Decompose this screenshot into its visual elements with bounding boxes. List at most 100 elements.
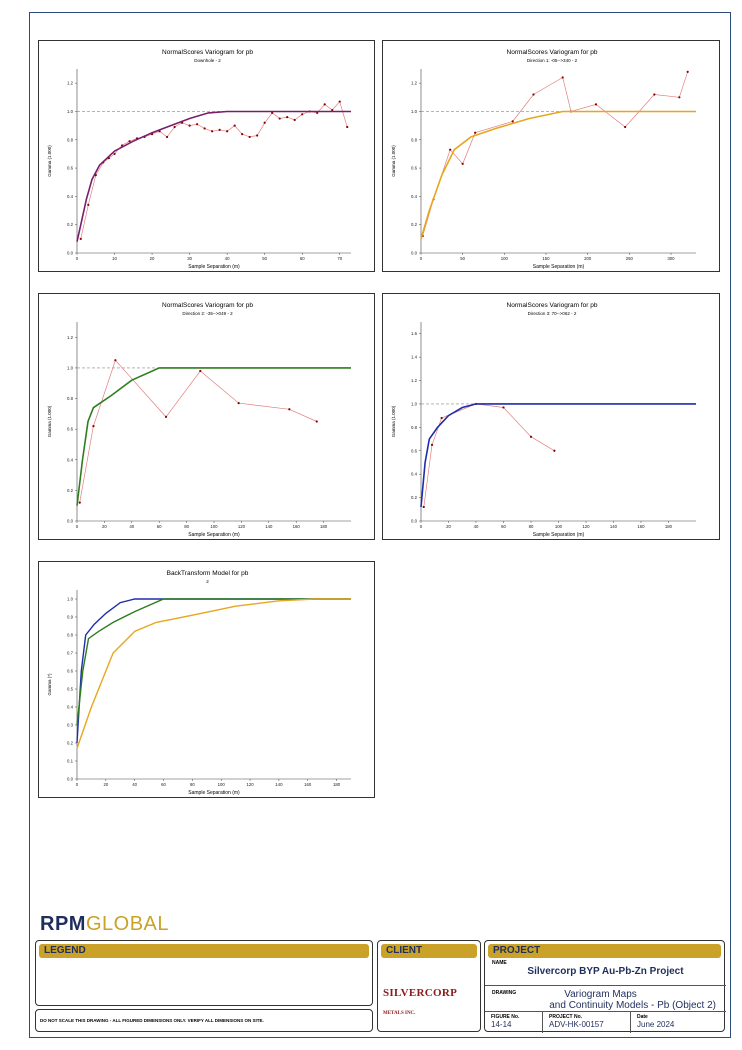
experimental-point — [173, 125, 176, 129]
y-tick-label: 0.8 — [411, 425, 418, 430]
legend-title: LEGEND — [39, 944, 369, 958]
drawing-line-2: and Continuity Models - Pb (Object 2) — [549, 1000, 716, 1011]
drawing-frame — [29, 12, 731, 1038]
silvercorp-logo: SILVERCORP METALS INC. — [383, 983, 480, 1019]
y-tick-label: 0.1 — [67, 759, 74, 764]
project-title: PROJECT — [488, 944, 721, 958]
y-tick-label: 0.0 — [411, 251, 418, 256]
y-tick-label: 1.4 — [411, 355, 418, 360]
experimental-point — [263, 121, 266, 124]
experimental-point — [440, 416, 443, 420]
y-tick-label: 0.7 — [67, 651, 74, 656]
disclaimer-box: DO NOT SCALE THIS DRAWING - ALL FIGURED … — [35, 1009, 373, 1032]
x-tick-label: 0 — [76, 782, 79, 787]
y-tick-label: 0.0 — [411, 519, 418, 524]
figure-label: FIGURE No. — [491, 1014, 520, 1020]
x-tick-label: 60 — [157, 524, 162, 529]
project-box: PROJECT NAME Silvercorp BYP Au-Pb-Zn Pro… — [484, 940, 726, 1033]
global-logo-text: GLOBAL — [85, 913, 169, 935]
experimental-point — [323, 103, 326, 106]
experimental-point — [511, 120, 514, 123]
x-tick-label: 120 — [582, 524, 590, 529]
experimental-point — [241, 133, 244, 136]
experimental-point — [474, 131, 477, 134]
y-tick-label: 1.0 — [411, 401, 418, 406]
y-tick-label: 0.8 — [411, 137, 418, 142]
x-tick-label: 20 — [446, 524, 451, 529]
x-tick-label: 80 — [190, 782, 195, 787]
y-tick-label: 1.2 — [67, 81, 74, 86]
chart-panel-downhole: NormalScores Variogram for pb Downhole - … — [38, 40, 375, 272]
y-tick-label: 0.5 — [67, 687, 74, 692]
variogram-model-line — [420, 110, 696, 240]
y-axis-label: Gamma (1.000) — [391, 405, 396, 437]
x-tick-label: 0 — [76, 524, 79, 529]
experimental-point — [686, 70, 689, 73]
x-tick-label: 100 — [210, 524, 218, 529]
experimental-point — [449, 148, 452, 151]
y-tick-label: 0.0 — [67, 519, 74, 524]
experimental-point — [624, 125, 627, 129]
experimental-variogram-line — [80, 100, 348, 239]
x-tick-label: 140 — [265, 524, 273, 529]
experimental-point — [79, 237, 82, 240]
experimental-point — [331, 108, 334, 112]
x-tick-label: 50 — [262, 256, 267, 261]
x-tick-label: 60 — [300, 256, 305, 261]
y-tick-label: 0.6 — [67, 669, 74, 674]
experimental-point — [293, 118, 296, 122]
y-tick-label: 0.6 — [411, 448, 418, 453]
y-tick-label: 1.2 — [411, 378, 418, 383]
experimental-point — [87, 203, 90, 206]
x-tick-label: 20 — [103, 782, 108, 787]
project-number-value: ADV-HK-00157 — [549, 1020, 604, 1029]
rpm-global-logo: RPMGLOBAL — [40, 913, 169, 936]
experimental-point — [203, 127, 206, 130]
experimental-point — [594, 103, 598, 106]
y-tick-label: 0.8 — [67, 137, 74, 142]
x-tick-label: 120 — [238, 524, 246, 529]
figure-cell: FIGURE No. 14-14 — [485, 1011, 543, 1033]
model-series-line — [76, 598, 351, 744]
experimental-point — [529, 435, 533, 438]
x-tick-label: 180 — [665, 524, 673, 529]
y-tick-label: 0.6 — [67, 427, 74, 432]
variogram-model-line — [76, 110, 351, 242]
x-tick-label: 0 — [76, 256, 79, 261]
experimental-point — [653, 93, 656, 96]
y-tick-label: 0.2 — [67, 741, 74, 746]
experimental-point — [532, 93, 535, 96]
variogram-model-line — [76, 367, 351, 506]
x-tick-label: 30 — [187, 256, 192, 261]
experimental-point — [316, 111, 319, 114]
y-axis-label: Gamma (*) — [47, 673, 52, 696]
experimental-point — [226, 130, 229, 133]
experimental-point — [301, 113, 304, 116]
x-axis-label: Sample Separation (m) — [188, 532, 240, 538]
x-tick-label: 300 — [667, 256, 675, 261]
y-tick-label: 0.4 — [411, 194, 418, 199]
y-tick-label: 0.2 — [411, 222, 418, 227]
x-tick-label: 180 — [320, 524, 328, 529]
experimental-point — [92, 424, 95, 428]
experimental-point — [188, 124, 191, 127]
x-tick-label: 40 — [129, 524, 134, 529]
date-value: June 2024 — [637, 1020, 675, 1029]
y-tick-label: 0.4 — [411, 472, 418, 477]
chart-subtitle: 2 — [206, 579, 209, 584]
experimental-point — [286, 116, 289, 119]
experimental-point — [248, 135, 251, 139]
y-tick-label: 1.6 — [411, 331, 418, 336]
silvercorp-logo-sub: METALS INC. — [383, 1011, 416, 1016]
y-tick-label: 0.0 — [67, 251, 74, 256]
rpm-logo-text: RPM — [40, 913, 86, 935]
date-cell: Date June 2024 — [631, 1011, 726, 1033]
experimental-point — [233, 124, 236, 127]
y-tick-label: 1.0 — [67, 365, 74, 370]
model-series-line — [76, 598, 351, 749]
y-tick-label: 0.0 — [67, 777, 74, 782]
drawing-row: DRAWING Variogram Maps and Continuity Mo… — [485, 985, 726, 1011]
x-tick-label: 180 — [333, 782, 341, 787]
y-tick-label: 1.2 — [67, 335, 74, 340]
experimental-point — [237, 402, 240, 405]
